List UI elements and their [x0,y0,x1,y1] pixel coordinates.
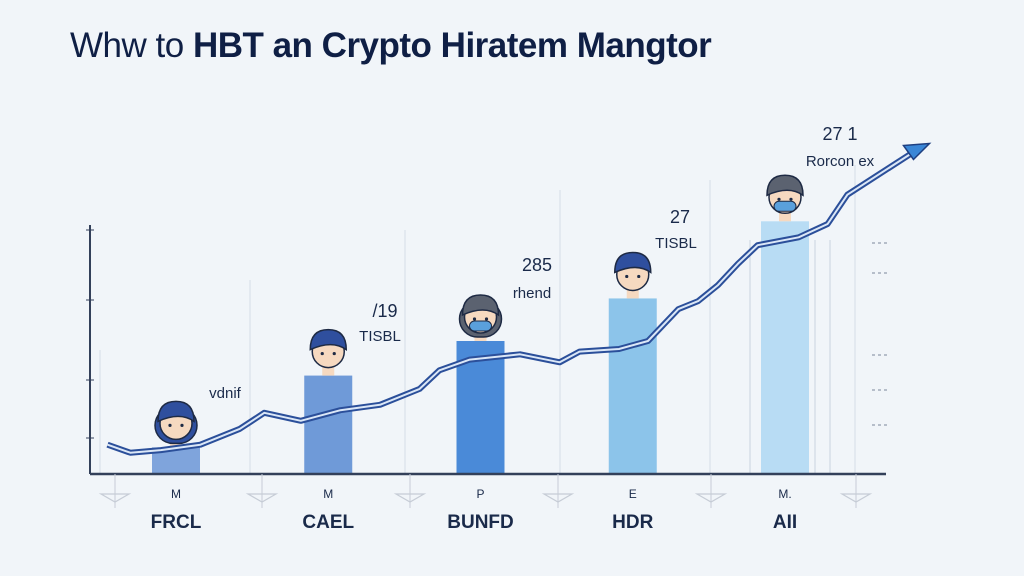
annotation-label: 285 [522,255,552,275]
hair-top [309,328,348,352]
trend-line [107,148,919,454]
eye [789,197,793,201]
eye [180,423,184,427]
masked-boy-avatar-icon [766,174,804,222]
hair-top [613,251,652,274]
eye [320,351,324,356]
x-tick-label: E [629,487,637,501]
hair-top [766,174,804,197]
axis-marker [245,493,279,503]
annotation-label: 27 1 [822,124,857,144]
neck [779,211,791,222]
mask [469,320,492,332]
annotation-label: rhend [513,285,551,302]
annotation-label: Rorcon ex [806,153,875,170]
boy-avatar-icon [613,251,652,299]
hair-top [461,294,500,317]
eye [472,317,477,321]
annotation-label: TISBL [655,235,697,252]
chart-title: Whw to HBT an Crypto Hiratem Mangtor [70,26,712,66]
axis-marker [541,493,575,503]
axis-marker [839,493,873,503]
eye [637,274,641,279]
title-bold: HBT an Crypto Hiratem Mangtor [192,26,712,65]
x-tick-label: M [171,487,181,501]
eye [332,351,336,356]
hair-top [157,400,195,423]
x-tick-label: M. [778,487,791,501]
title-light: Whw to [70,26,184,65]
eye [777,197,781,201]
x-category-label: CAEL [302,512,354,533]
boy-avatar-icon [309,328,348,376]
neck [626,288,639,299]
x-tick-label: P [476,487,484,501]
eye [168,423,172,427]
x-tick-label: M [323,487,333,501]
x-category-label: BUNFD [447,512,514,533]
x-category-label: HDR [612,512,653,533]
axis-marker [694,493,728,503]
girl-avatar-icon [154,400,198,448]
mask [773,200,797,212]
axis-marker [98,493,132,503]
bar-hdr [608,298,657,474]
bar-cael [304,375,353,474]
axis-marker [393,493,427,503]
annotation-label: TISBL [359,328,401,345]
eye [625,274,629,279]
neck [322,365,335,376]
annotation-label: /19 [372,301,397,321]
x-category-label: FRCL [151,512,202,533]
x-category-label: AII [773,512,797,533]
eye [484,317,489,321]
annotation-label: 27 [670,207,690,227]
bar-aii [761,221,809,474]
trend-arrow-head-icon [902,142,932,161]
annotation-label: vdnif [209,385,242,402]
masked-girl-avatar-icon [458,294,503,341]
